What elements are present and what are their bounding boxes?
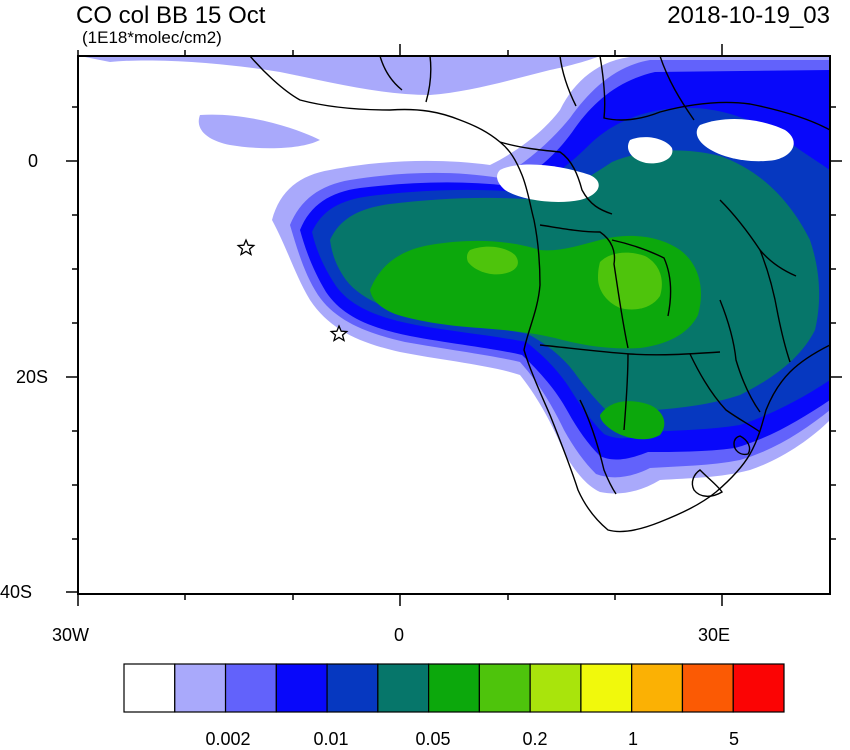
colorbar-swatch [377,663,430,713]
clean-air-3 [627,137,673,164]
colorbar-swatch [631,663,684,713]
clean-air-2 [696,118,794,162]
colorbar-swatch [580,663,633,713]
plot-frame [77,55,831,595]
colorbar-label-001: 0.01 [313,729,349,749]
colorbar-swatch [174,663,227,713]
y-label-20s: 20S [16,367,49,387]
map-timestamp: 2018-10-19_03 [667,2,830,29]
colorbar-swatch [732,663,785,713]
x-label-30e: 30E [698,625,731,645]
colorbar-swatch [224,663,277,713]
colorbar-swatch [478,663,531,713]
colorbar-swatch [275,663,328,713]
y-label-0: 0 [28,151,39,171]
star-marker-1 [236,238,256,256]
axis-ticks [66,44,842,606]
colorbar-label-0002: 0.002 [205,729,251,749]
colorbar-swatch [428,663,480,713]
colorbar-swatch [529,663,582,713]
map-units: (1E18*molec/cm2) [82,28,222,47]
x-label-0: 0 [394,625,405,645]
colorbar-swatch [681,663,734,713]
x-label-30w: 30W [52,625,90,645]
colorbar-label-02: 0.2 [522,729,548,749]
colorbar-swatch [123,663,176,713]
co-field [80,56,830,494]
y-label-40s: 40S [0,582,33,602]
co-level-6b [600,401,665,440]
colorbar-label-1: 1 [627,729,639,749]
colorbar-label-5: 5 [728,729,740,749]
star-marker-2 [329,324,349,342]
coastlines [249,56,830,533]
co-level-1b [80,56,600,149]
clean-air-1 [497,164,599,202]
co-level-7b [466,246,518,275]
map-title: CO col BB 15 Oct [76,2,266,29]
colorbar-swatch [326,663,379,713]
colorbar [123,663,785,713]
colorbar-label-005: 0.05 [415,729,451,749]
